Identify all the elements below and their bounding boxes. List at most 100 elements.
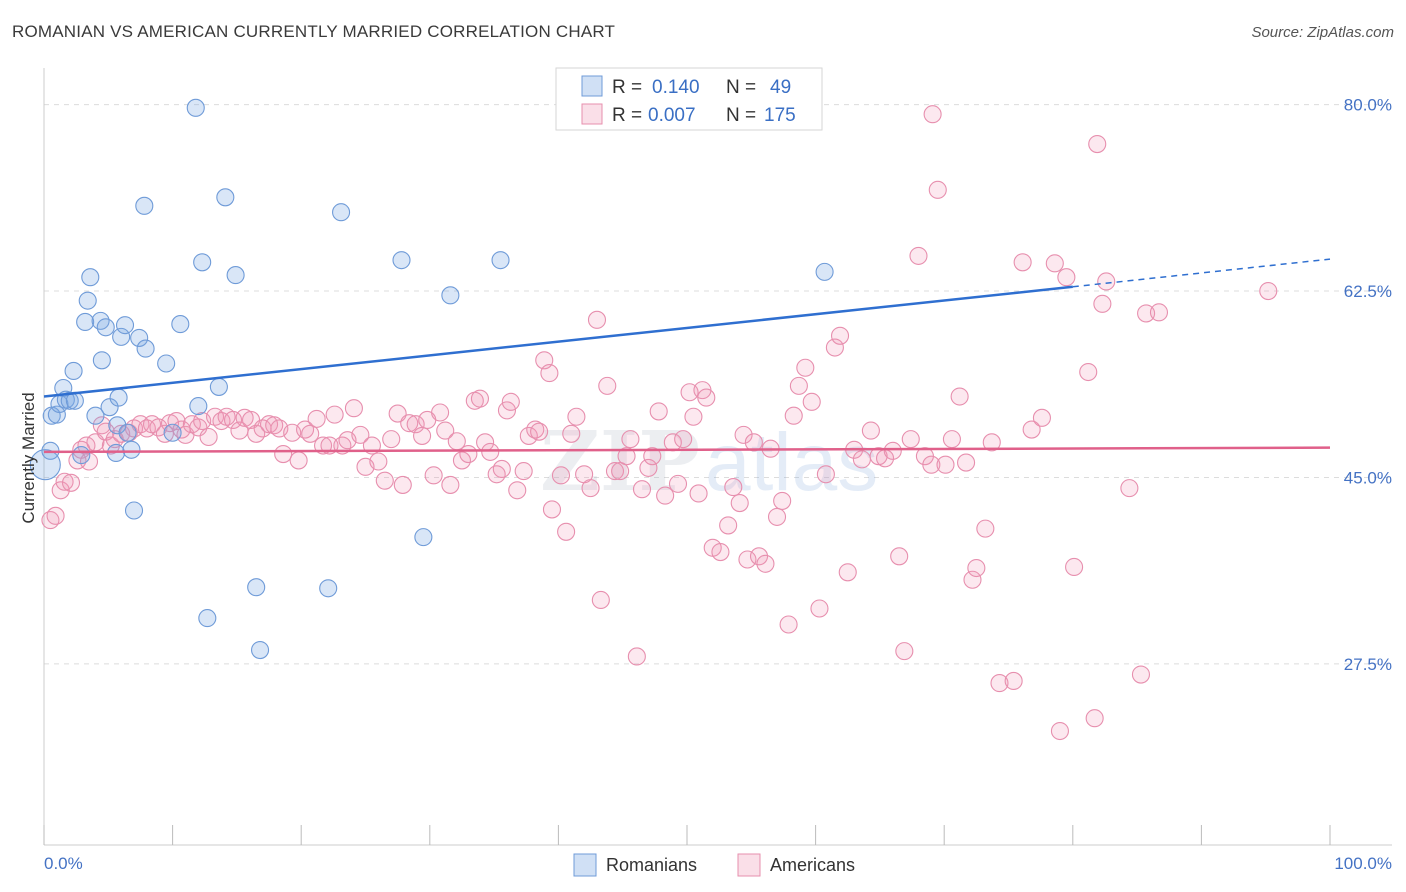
americans-point-69: [441, 475, 460, 494]
americans-trend-line: [43, 446, 1331, 454]
romanians-point-32: [171, 315, 190, 334]
americans-point-99: [611, 462, 630, 481]
legend-r-value-1: 0.140: [652, 77, 700, 98]
romanians-point-23: [115, 316, 135, 335]
americans-point-90: [557, 522, 576, 541]
bottom-legend: Romanians Americans: [573, 853, 855, 877]
americans-point-130: [784, 406, 803, 425]
legend-r-label-1: R =: [612, 77, 642, 98]
legend-n-value-1: 49: [770, 77, 791, 98]
americans-point-95: [587, 310, 607, 329]
series-romanians: [29, 98, 834, 660]
americans-point-110: [674, 430, 693, 449]
americans-point-112: [684, 407, 703, 426]
romanians-point-12: [78, 291, 97, 310]
americans-point-23: [167, 411, 186, 431]
americans-point-57: [369, 452, 388, 471]
bottom-legend-swatch-americans: [737, 853, 761, 877]
romanians-point-46: [441, 286, 460, 305]
americans-point-176: [1050, 721, 1069, 741]
americans-point-85: [530, 422, 549, 441]
americans-point-53: [344, 399, 363, 418]
americans-point-94: [581, 479, 600, 498]
romanians-point-18: [100, 398, 119, 417]
romanians-point-3: [47, 405, 66, 424]
americans-point-120: [730, 493, 749, 513]
romanians-point-22: [112, 327, 131, 346]
americans-point-78: [492, 459, 511, 479]
americans-point-165: [1045, 254, 1064, 273]
americans-point-20: [149, 418, 168, 437]
americans-point-106: [649, 402, 668, 421]
americans-point-104: [639, 458, 658, 477]
americans-point-132: [796, 358, 815, 377]
romanians-point-0: [29, 449, 61, 481]
americans-point-74: [470, 389, 490, 408]
romanians-point-10: [72, 446, 91, 465]
americans-point-119: [724, 478, 743, 497]
americans-point-144: [883, 441, 902, 460]
americans-point-67: [431, 403, 450, 422]
romanians-point-11: [76, 312, 95, 331]
americans-point-136: [825, 338, 844, 357]
americans-point-98: [605, 462, 625, 481]
americans-point-35: [235, 408, 254, 427]
americans-point-128: [773, 491, 792, 510]
americans-point-145: [890, 547, 909, 566]
americans-point-77: [487, 465, 506, 484]
americans-point-71: [452, 451, 472, 470]
americans-point-63: [406, 415, 425, 434]
x-tick-label-0: 0.0%: [44, 854, 83, 873]
americans-point-141: [861, 421, 880, 440]
americans-point-168: [1079, 362, 1098, 382]
americans-point-54: [351, 425, 370, 444]
romanians-point-38: [216, 188, 235, 207]
americans-point-142: [869, 447, 888, 466]
americans-point-137: [830, 326, 850, 345]
romanians-point-27: [130, 328, 149, 347]
bottom-legend-americans: Americans: [770, 855, 855, 875]
americans-point-164: [1032, 408, 1051, 427]
americans-point-155: [957, 453, 976, 472]
americans-point-172: [1120, 479, 1139, 498]
americans-point-127: [767, 507, 787, 526]
americans-point-148: [909, 246, 928, 265]
americans-point-42: [274, 444, 293, 464]
americans-point-21: [155, 424, 174, 443]
americans-point-29: [199, 427, 218, 447]
y-tick-label-2: 62.5%: [1344, 282, 1392, 301]
americans-point-113: [689, 484, 708, 503]
romanians-point-35: [193, 253, 212, 272]
romanians-point-36: [198, 609, 217, 628]
americans-point-103: [632, 480, 652, 499]
romanians-point-13: [81, 268, 100, 287]
americans-point-109: [668, 474, 688, 493]
americans-point-150: [922, 455, 941, 474]
americans-point-59: [382, 430, 401, 449]
romanians-point-39: [226, 266, 245, 285]
romanians-point-42: [319, 579, 338, 598]
americans-point-117: [711, 542, 730, 562]
americans-point-101: [621, 430, 640, 449]
americans-point-170: [1093, 294, 1112, 313]
americans-point-177: [1085, 709, 1104, 728]
y-axis-label: Currently Married: [19, 392, 38, 523]
legend-n-label-1: N =: [726, 77, 756, 98]
americans-point-62: [400, 414, 419, 433]
americans-point-4: [61, 473, 81, 492]
americans-point-40: [265, 416, 284, 435]
americans-point-80: [501, 392, 520, 411]
americans-point-1: [46, 506, 65, 525]
romanians-point-48: [815, 262, 834, 281]
americans-point-166: [1057, 268, 1076, 287]
romanians-point-33: [186, 98, 205, 117]
romanians-point-31: [163, 423, 182, 442]
trend-lines: [43, 258, 1331, 454]
americans-point-50: [325, 405, 344, 424]
americans-point-146: [895, 642, 914, 661]
y-tick-label-0: 27.5%: [1344, 655, 1392, 674]
americans-point-158: [976, 519, 995, 538]
americans-point-11: [96, 422, 115, 441]
romanians-point-21: [109, 388, 128, 407]
